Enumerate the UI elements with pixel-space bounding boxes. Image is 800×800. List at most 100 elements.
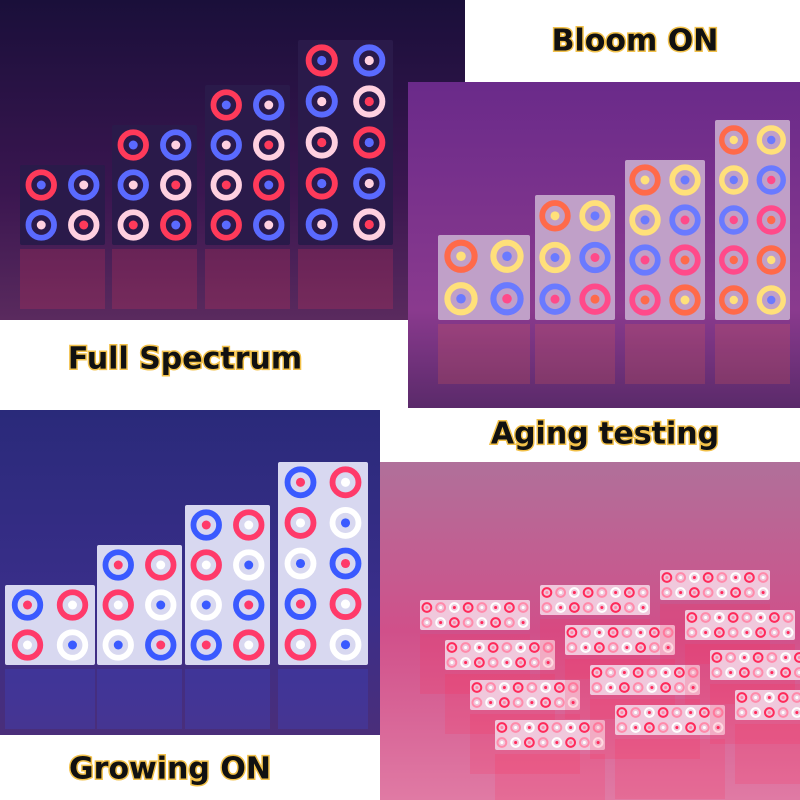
- led-core: [747, 590, 751, 595]
- led-ring: [553, 697, 565, 708]
- led-core: [521, 605, 525, 610]
- led-core: [546, 660, 550, 665]
- led-core: [596, 725, 600, 730]
- led-ring: [755, 627, 767, 638]
- led-core: [317, 55, 327, 66]
- led-panel: [535, 195, 615, 320]
- led-core: [781, 710, 785, 715]
- led-ring: [510, 737, 522, 748]
- reflection: [205, 249, 290, 309]
- led-ring: [210, 169, 242, 201]
- led-core: [586, 605, 590, 610]
- reflection: [97, 669, 182, 729]
- led-ring: [687, 667, 699, 678]
- led-core: [527, 740, 531, 745]
- led-core: [620, 710, 624, 715]
- led-ring: [768, 627, 780, 638]
- led-ring: [305, 44, 338, 77]
- led-core: [527, 725, 531, 730]
- led-core: [494, 605, 498, 610]
- led-core: [452, 620, 456, 625]
- led-core: [745, 615, 749, 620]
- led-core: [244, 600, 254, 610]
- led-ring: [743, 587, 755, 598]
- led-core: [79, 220, 89, 230]
- led-core: [530, 685, 534, 690]
- led-ring: [117, 209, 149, 241]
- led-core: [647, 725, 651, 730]
- led-ring: [719, 285, 749, 315]
- led-core: [611, 630, 615, 635]
- led-ring: [11, 589, 44, 621]
- led-core: [480, 605, 484, 610]
- led-ring: [669, 244, 701, 276]
- led-ring: [421, 617, 433, 628]
- led-core: [502, 251, 512, 262]
- led-core: [466, 605, 470, 610]
- led-ring: [643, 707, 655, 718]
- led-ring: [793, 667, 800, 678]
- led-core: [770, 670, 774, 675]
- caption: Growing ON: [69, 752, 271, 787]
- led-panel: [185, 505, 270, 665]
- led-core: [201, 560, 211, 570]
- led-core: [767, 710, 771, 715]
- led-panel: [685, 610, 795, 640]
- led-core: [614, 590, 618, 595]
- led-ring: [233, 589, 265, 621]
- led-ring: [329, 588, 362, 621]
- led-ring: [791, 692, 800, 703]
- led-ring: [712, 722, 724, 733]
- led-core: [244, 520, 254, 530]
- led-ring: [568, 602, 580, 613]
- led-ring: [540, 697, 552, 708]
- led-core: [675, 725, 679, 730]
- led-ring: [444, 239, 478, 273]
- led-core: [734, 590, 738, 595]
- led-core: [36, 180, 46, 190]
- led-ring: [593, 627, 605, 638]
- led-ring: [444, 282, 478, 316]
- led-ring: [635, 627, 647, 638]
- led-ring: [487, 657, 499, 668]
- led-core: [439, 620, 443, 625]
- led-core: [570, 645, 574, 650]
- led-core: [541, 725, 545, 730]
- led-core: [545, 590, 549, 595]
- led-ring: [727, 627, 739, 638]
- led-ring: [448, 617, 460, 628]
- led-core: [571, 700, 575, 705]
- led-ring: [490, 602, 502, 613]
- led-core: [641, 590, 645, 595]
- led-core: [201, 520, 211, 530]
- led-ring: [629, 204, 661, 236]
- led-ring: [253, 209, 285, 241]
- led-ring: [485, 697, 497, 708]
- led-ring: [233, 629, 265, 661]
- led-ring: [117, 129, 149, 161]
- led-ring: [648, 627, 660, 638]
- led-core: [505, 645, 509, 650]
- led-core: [679, 575, 683, 580]
- led-core: [639, 630, 643, 635]
- led-core: [514, 740, 518, 745]
- led-core: [364, 137, 374, 148]
- led-ring: [580, 627, 592, 638]
- led-core: [317, 137, 327, 148]
- led-panel: [470, 680, 580, 710]
- led-core: [519, 660, 523, 665]
- led-ring: [593, 642, 605, 653]
- led-ring: [353, 208, 386, 241]
- led-ring: [551, 722, 563, 733]
- led-ring: [435, 602, 447, 613]
- led-core: [156, 640, 166, 650]
- reflection: [735, 724, 800, 784]
- led-core: [466, 620, 470, 625]
- led-core: [609, 670, 613, 675]
- led-core: [677, 685, 681, 690]
- led-core: [650, 670, 654, 675]
- led-ring: [329, 628, 362, 661]
- led-ring: [686, 627, 698, 638]
- led-core: [625, 630, 629, 635]
- led-core: [690, 630, 694, 635]
